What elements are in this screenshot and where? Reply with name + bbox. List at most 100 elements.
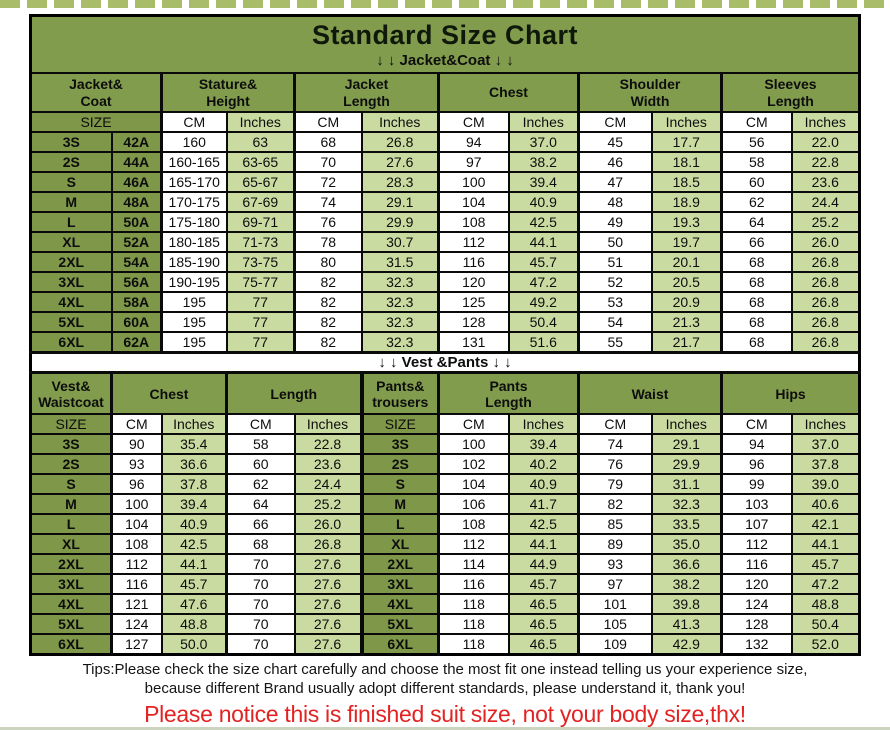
jacket-coat-section-label: ↓ ↓ Jacket&Coat ↓ ↓	[376, 51, 514, 69]
inches-value-cell: 32.3	[360, 311, 440, 333]
vest-pants-table-row: L 104 40.9 66 26.0 L 108 42.5 85 33.5 10…	[29, 513, 861, 536]
cm-value-cell: 68	[225, 533, 296, 556]
column-group-hips: Hips	[720, 371, 861, 416]
cm-value-cell: 82	[293, 311, 363, 333]
inches-value-cell: 77	[225, 331, 296, 354]
cm-value-cell: 108	[437, 211, 510, 233]
column-group-pants-trousers: Pants& trousers	[359, 371, 440, 416]
cm-column-header: CM	[110, 413, 163, 436]
inches-value-cell: 42.1	[790, 513, 861, 536]
inches-value-cell: 44.1	[507, 231, 580, 253]
cm-value-cell: 120	[437, 271, 510, 293]
inches-value-cell: 26.8	[293, 533, 363, 556]
inches-value-cell: 45.7	[507, 251, 580, 273]
inches-value-cell: 35.0	[650, 533, 723, 556]
inches-value-cell: 48.8	[160, 613, 228, 636]
column-group-waist: Waist	[577, 371, 723, 416]
cm-value-cell: 108	[437, 513, 510, 536]
inches-value-cell: 27.6	[293, 553, 363, 576]
inches-value-cell: 47.6	[160, 593, 228, 616]
inches-column-header: Inches	[293, 413, 363, 436]
size-code-cell: 52A	[110, 231, 163, 253]
inches-value-cell: 25.2	[293, 493, 363, 516]
cm-value-cell: 96	[720, 453, 793, 476]
size-code-cell: 42A	[110, 131, 163, 153]
inches-value-cell: 29.1	[360, 191, 440, 213]
cm-value-cell: 45	[577, 131, 653, 153]
cm-value-cell: 180-185	[160, 231, 228, 253]
inches-value-cell: 48.8	[790, 593, 861, 616]
cm-value-cell: 106	[437, 493, 510, 516]
cm-value-cell: 82	[293, 291, 363, 313]
size-chart-table: Standard Size Chart ↓ ↓ Jacket&Coat ↓ ↓ …	[29, 14, 861, 657]
title-row: Standard Size Chart ↓ ↓ Jacket&Coat ↓ ↓	[29, 14, 861, 74]
cm-value-cell: 52	[577, 271, 653, 293]
size-cell: XL	[29, 231, 113, 253]
jacket-table-row: L 50A 175-180 69-71 76 29.9 108 42.5 49 …	[29, 211, 861, 233]
inches-value-cell: 45.7	[160, 573, 228, 596]
pants-size-cell: 6XL	[359, 633, 440, 656]
inches-value-cell: 73-75	[225, 251, 296, 273]
jacket-table-row: 5XL 60A 195 77 82 32.3 128 50.4 54 21.3 …	[29, 311, 861, 333]
size-code-cell: 44A	[110, 151, 163, 173]
cm-value-cell: 116	[720, 553, 793, 576]
size-cell: L	[29, 513, 113, 536]
cm-value-cell: 48	[577, 191, 653, 213]
vest-pants-table-row: 6XL 127 50.0 70 27.6 6XL 118 46.5 109 42…	[29, 633, 861, 656]
inches-value-cell: 63	[225, 131, 296, 153]
cm-column-header: CM	[720, 413, 793, 436]
size-cell: L	[29, 211, 113, 233]
size-cell: M	[29, 191, 113, 213]
inches-value-cell: 44.1	[160, 553, 228, 576]
vest-pants-band-row: ↓ ↓ Vest &Pants ↓ ↓	[29, 350, 861, 375]
inches-value-cell: 39.4	[507, 171, 580, 193]
cm-value-cell: 82	[293, 271, 363, 293]
cm-value-cell: 124	[110, 613, 163, 636]
decorative-bottom-strip	[0, 727, 890, 730]
cm-value-cell: 96	[110, 473, 163, 496]
cm-value-cell: 72	[293, 171, 363, 193]
cm-value-cell: 185-190	[160, 251, 228, 273]
inches-value-cell: 18.5	[650, 171, 723, 193]
cm-value-cell: 93	[110, 453, 163, 476]
size-cell: M	[29, 493, 113, 516]
cm-value-cell: 50	[577, 231, 653, 253]
cm-value-cell: 64	[225, 493, 296, 516]
inches-column-header: Inches	[507, 111, 580, 133]
cm-value-cell: 118	[437, 593, 510, 616]
inches-value-cell: 27.6	[293, 613, 363, 636]
inches-value-cell: 44.1	[790, 533, 861, 556]
cm-value-cell: 190-195	[160, 271, 228, 293]
inches-value-cell: 47.2	[790, 573, 861, 596]
size-code-cell: 56A	[110, 271, 163, 293]
cm-value-cell: 68	[720, 271, 793, 293]
inches-value-cell: 28.3	[360, 171, 440, 193]
pants-size-cell: 3S	[359, 433, 440, 456]
inches-value-cell: 20.9	[650, 291, 723, 313]
inches-value-cell: 32.3	[650, 493, 723, 516]
inches-value-cell: 26.8	[790, 311, 861, 333]
inches-value-cell: 39.0	[790, 473, 861, 496]
cm-value-cell: 104	[437, 473, 510, 496]
cm-value-cell: 195	[160, 331, 228, 354]
vest-pants-table-row: 3XL 116 45.7 70 27.6 3XL 116 45.7 97 38.…	[29, 573, 861, 596]
inches-value-cell: 22.8	[790, 151, 861, 173]
cm-value-cell: 74	[293, 191, 363, 213]
cm-value-cell: 94	[437, 131, 510, 153]
column-group-chest: Chest	[437, 72, 580, 113]
cm-value-cell: 116	[110, 573, 163, 596]
inches-value-cell: 20.1	[650, 251, 723, 273]
pants-size-cell: 2XL	[359, 553, 440, 576]
inches-value-cell: 19.3	[650, 211, 723, 233]
cm-column-header: CM	[225, 413, 296, 436]
inches-value-cell: 26.8	[790, 291, 861, 313]
inches-value-cell: 23.6	[293, 453, 363, 476]
inches-value-cell: 32.3	[360, 291, 440, 313]
cm-value-cell: 160	[160, 131, 228, 153]
jacket-table-row: S 46A 165-170 65-67 72 28.3 100 39.4 47 …	[29, 171, 861, 193]
cm-value-cell: 70	[225, 633, 296, 656]
cm-value-cell: 118	[437, 633, 510, 656]
size-cell: 5XL	[29, 613, 113, 636]
cm-value-cell: 124	[720, 593, 793, 616]
